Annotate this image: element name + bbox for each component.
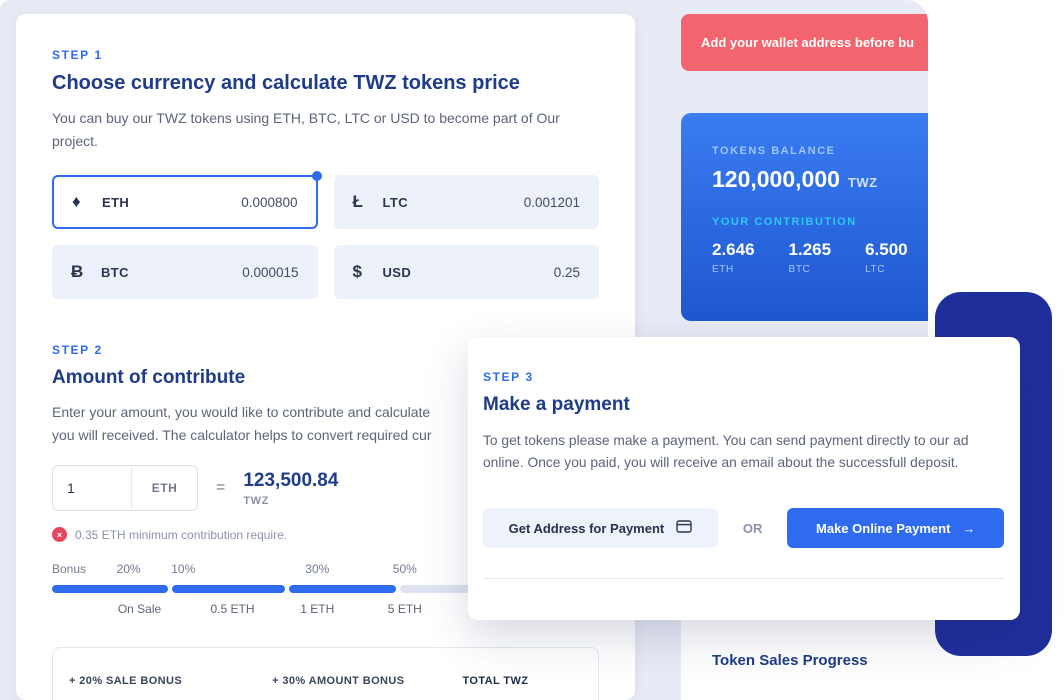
bonus-bar-segment <box>52 585 168 594</box>
currency-grid: ♦ ETH 0.000800 Ł LTC 0.001201 Ƀ BTC 0.00… <box>52 171 599 300</box>
step2-description-line2: you will received. The calculator helps … <box>52 427 432 444</box>
currency-rate: 0.001201 <box>523 194 580 210</box>
contribution-columns: 2.646 ETH 1.265 BTC 6.500 LTC <box>712 240 928 275</box>
currency-tile-usd[interactable]: $ USD 0.25 <box>333 245 599 300</box>
currency-rate: 0.000015 <box>242 264 299 280</box>
currency-tile-ltc[interactable]: Ł LTC 0.001201 <box>333 175 599 230</box>
currency-rate: 0.25 <box>553 264 580 280</box>
contribution-label: YOUR CONTRIBUTION <box>712 216 857 228</box>
alert-text: Add your wallet address before bu <box>701 35 915 50</box>
dollar-icon: $ <box>352 262 362 282</box>
wallet-address-alert[interactable]: Add your wallet address before bu <box>681 14 928 71</box>
step3-divider <box>483 578 1004 580</box>
get-address-button-label: Get Address for Payment <box>508 520 665 536</box>
contribution-value: 6.500 <box>865 240 908 259</box>
currency-rate: 0.000800 <box>241 194 298 210</box>
step2-label: STEP 2 <box>52 343 103 358</box>
ethereum-icon: ♦ <box>72 192 81 212</box>
minimum-contribution-error: × 0.35 ETH minimum contribution require. <box>52 527 599 543</box>
result-unit: TWZ <box>243 494 269 507</box>
or-separator: OR <box>742 520 763 536</box>
scale-label: On Sale <box>117 602 162 617</box>
step2-description-line1: Enter your amount, you would like to con… <box>52 404 431 421</box>
amount-currency-label: ETH <box>131 466 197 511</box>
get-address-button[interactable]: Get Address for Payment <box>483 508 718 549</box>
payment-card: STEP 3 Make a payment To get tokens plea… <box>468 337 1020 620</box>
step1-description: You can buy our TWZ tokens using ETH, BT… <box>52 110 560 150</box>
step3-label: STEP 3 <box>483 370 534 384</box>
bonus-bar-segment <box>171 585 285 594</box>
bonus-percent-row: Bonus 20% 10% 30% 50% <box>52 562 599 579</box>
bonus-percent: 10% <box>171 562 196 577</box>
step1-title: Choose currency and calculate TWZ tokens… <box>52 72 520 94</box>
contribution-currency: LTC <box>865 264 886 275</box>
currency-code: LTC <box>382 194 409 210</box>
contribution-value: 1.265 <box>788 240 832 259</box>
make-online-payment-label: Make Online Payment <box>816 520 951 536</box>
result-value: 123,500.84 <box>243 469 339 491</box>
bitcoin-icon: Ƀ <box>71 262 84 282</box>
tokens-balance-label: TOKENS BALANCE <box>712 145 836 157</box>
tokens-balance-value: 120,000,000 <box>712 166 840 192</box>
contribution-value: 2.646 <box>712 240 755 259</box>
bonus-percent: 30% <box>305 562 330 577</box>
sale-bonus-label: + 20% SALE BONUS <box>69 675 183 688</box>
error-message: 0.35 ETH minimum contribution require. <box>75 527 288 542</box>
amount-row: ETH = 123,500.84 TWZ <box>52 465 599 512</box>
make-online-payment-button[interactable]: Make Online Payment → <box>787 508 1004 549</box>
currency-code: USD <box>382 264 412 280</box>
scale-label: 5 ETH <box>387 602 422 617</box>
contribution-eth: 2.646 ETH <box>712 240 755 275</box>
payment-card-icon <box>676 520 692 536</box>
step1-label: STEP 1 <box>52 48 103 62</box>
equals-sign: = <box>216 479 226 497</box>
scale-label: 1 ETH <box>300 602 335 617</box>
step2-description: Enter your amount, you would like to con… <box>52 401 592 447</box>
bonus-label: Bonus <box>52 562 87 577</box>
litecoin-icon: Ł <box>352 192 363 212</box>
contribution-ltc: 6.500 LTC <box>865 240 908 275</box>
step3-description-line2: online. Once you paid, you will receive … <box>483 455 959 471</box>
contribution-currency: BTC <box>788 264 811 275</box>
tokens-balance-value-row: 120,000,000 TWZ <box>712 166 928 193</box>
token-sales-progress-title: Token Sales Progress <box>712 652 868 669</box>
currency-tile-btc[interactable]: Ƀ BTC 0.000015 <box>52 245 318 300</box>
tokens-balance-unit: TWZ <box>847 175 878 190</box>
totals-summary-box: + 20% SALE BONUS + 30% AMOUNT BONUS TOTA… <box>52 647 599 700</box>
selected-indicator-dot <box>311 171 322 182</box>
bonus-percent: 50% <box>392 562 417 577</box>
bonus-bar-segment <box>400 585 509 594</box>
total-twz-label: TOTAL TWZ <box>462 675 529 688</box>
currency-code: BTC <box>101 264 129 280</box>
arrow-right-icon: → <box>962 520 976 536</box>
amount-bonus-label: + 30% AMOUNT BONUS <box>272 675 405 688</box>
step3-description: To get tokens please make a payment. You… <box>483 430 1004 474</box>
error-cross-icon: × <box>52 527 67 543</box>
conversion-result: 123,500.84 TWZ <box>243 470 338 507</box>
amount-input[interactable] <box>53 480 131 497</box>
step3-description-line1: To get tokens please make a payment. You… <box>483 433 969 448</box>
tokens-balance-card: TOKENS BALANCE 120,000,000 TWZ YOUR CONT… <box>681 113 928 321</box>
amount-input-box: ETH <box>52 465 198 512</box>
bonus-bar-segment <box>288 585 397 594</box>
currency-code: ETH <box>102 194 130 210</box>
payment-actions-row: Get Address for Payment OR Make Online P… <box>483 508 1004 549</box>
scale-label: 0.5 ETH <box>210 602 255 617</box>
bonus-percent: 20% <box>116 562 141 577</box>
currency-tile-eth[interactable]: ♦ ETH 0.000800 <box>52 171 322 230</box>
step2-title: Amount of contribute <box>52 367 246 389</box>
step3-title: Make a payment <box>483 394 630 415</box>
contribution-currency: ETH <box>712 264 734 275</box>
contribution-btc: 1.265 BTC <box>789 240 832 275</box>
